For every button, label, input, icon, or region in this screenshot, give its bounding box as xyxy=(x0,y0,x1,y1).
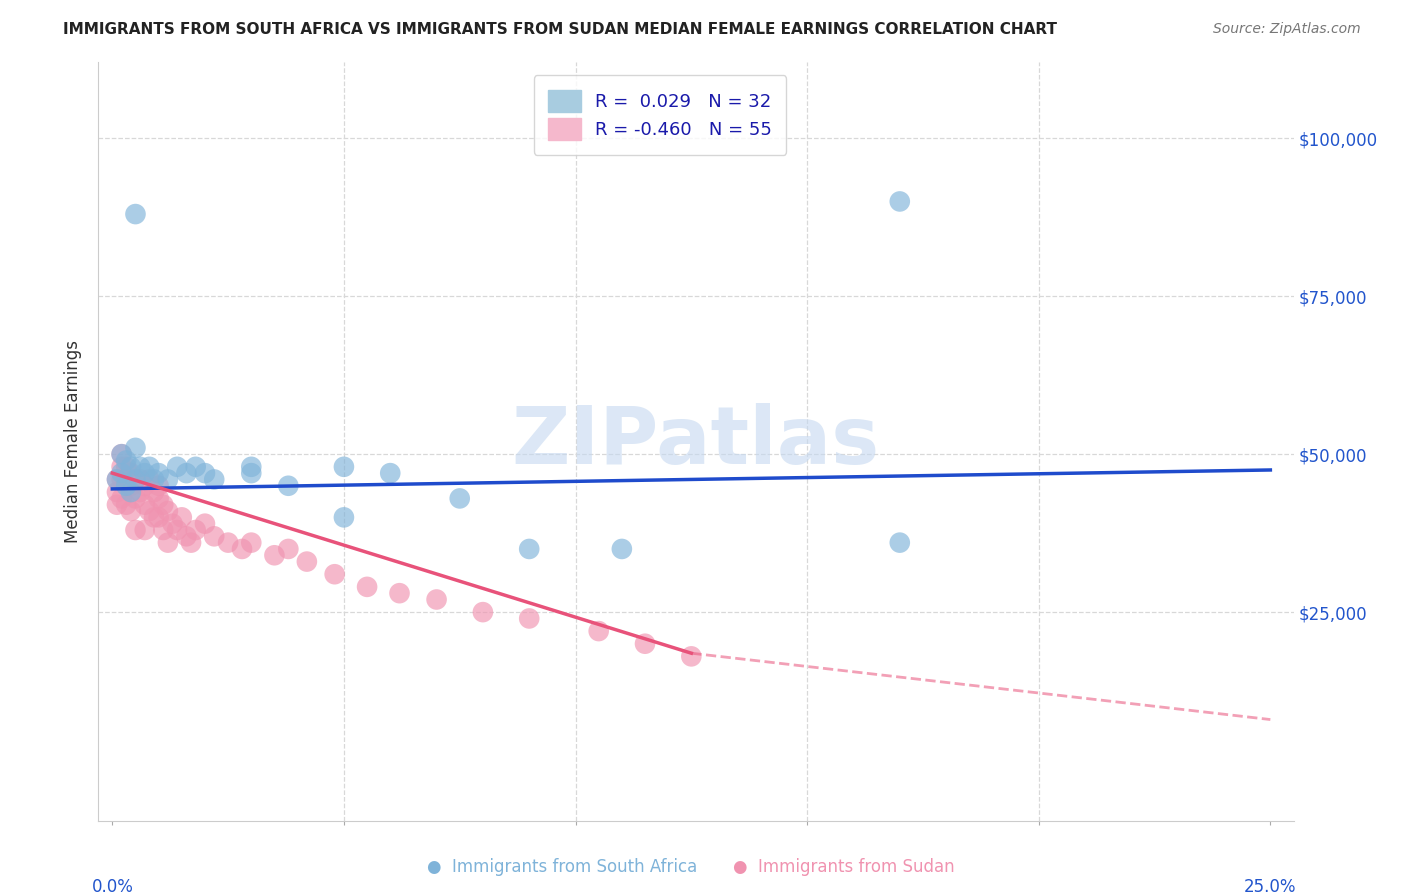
Point xyxy=(124,491,146,506)
Point xyxy=(105,498,128,512)
Point xyxy=(105,485,128,500)
Point xyxy=(449,491,471,506)
Point xyxy=(148,466,170,480)
Point xyxy=(138,504,160,518)
Point xyxy=(134,498,156,512)
Point xyxy=(180,535,202,549)
Point xyxy=(124,523,146,537)
Point xyxy=(124,473,146,487)
Text: ●  Immigrants from South Africa: ● Immigrants from South Africa xyxy=(427,858,697,876)
Point xyxy=(295,555,318,569)
Point xyxy=(156,504,179,518)
Point xyxy=(156,473,179,487)
Point xyxy=(148,491,170,506)
Point xyxy=(143,473,166,487)
Point xyxy=(517,611,540,625)
Point xyxy=(129,473,152,487)
Text: ZIPatlas: ZIPatlas xyxy=(512,402,880,481)
Point xyxy=(166,459,188,474)
Point xyxy=(115,453,138,467)
Point xyxy=(277,541,299,556)
Point xyxy=(681,649,703,664)
Point xyxy=(889,194,911,209)
Point xyxy=(889,535,911,549)
Point xyxy=(333,459,356,474)
Point xyxy=(129,485,152,500)
Point xyxy=(263,548,285,563)
Text: ●  Immigrants from Sudan: ● Immigrants from Sudan xyxy=(733,858,955,876)
Point xyxy=(105,473,128,487)
Point xyxy=(110,491,132,506)
Point xyxy=(124,473,146,487)
Point xyxy=(184,459,207,474)
Point xyxy=(184,523,207,537)
Point xyxy=(634,637,657,651)
Point xyxy=(217,535,239,549)
Point xyxy=(426,592,449,607)
Point xyxy=(110,447,132,461)
Point xyxy=(176,529,198,543)
Point xyxy=(115,473,138,487)
Point xyxy=(129,459,152,474)
Point xyxy=(152,498,174,512)
Point xyxy=(202,473,225,487)
Point xyxy=(143,485,166,500)
Point xyxy=(162,516,184,531)
Text: 0.0%: 0.0% xyxy=(91,878,134,892)
Point xyxy=(134,523,156,537)
Point xyxy=(323,567,346,582)
Point xyxy=(138,473,160,487)
Point xyxy=(231,541,253,556)
Point xyxy=(138,459,160,474)
Point xyxy=(166,523,188,537)
Point xyxy=(134,466,156,480)
Point xyxy=(471,605,494,619)
Point xyxy=(124,441,146,455)
Point xyxy=(170,510,193,524)
Point xyxy=(148,510,170,524)
Point xyxy=(194,516,217,531)
Point xyxy=(380,466,402,480)
Point xyxy=(120,479,142,493)
Point xyxy=(240,466,263,480)
Y-axis label: Median Female Earnings: Median Female Earnings xyxy=(65,340,83,543)
Point xyxy=(110,466,132,480)
Point xyxy=(120,459,142,474)
Point xyxy=(120,466,142,480)
Point xyxy=(202,529,225,543)
Point xyxy=(110,447,132,461)
Point xyxy=(115,498,138,512)
Point xyxy=(610,541,633,556)
Point xyxy=(333,510,356,524)
Point xyxy=(105,473,128,487)
Point xyxy=(115,459,138,474)
Point xyxy=(134,479,156,493)
Point xyxy=(176,466,198,480)
Point xyxy=(240,459,263,474)
Point xyxy=(115,479,138,493)
Point xyxy=(240,535,263,549)
Point xyxy=(120,485,142,500)
Point xyxy=(148,479,170,493)
Point xyxy=(124,207,146,221)
Point xyxy=(143,510,166,524)
Point xyxy=(110,473,132,487)
Text: 25.0%: 25.0% xyxy=(1244,878,1296,892)
Text: IMMIGRANTS FROM SOUTH AFRICA VS IMMIGRANTS FROM SUDAN MEDIAN FEMALE EARNINGS COR: IMMIGRANTS FROM SOUTH AFRICA VS IMMIGRAN… xyxy=(63,22,1057,37)
Point xyxy=(120,504,142,518)
Point xyxy=(356,580,378,594)
Point xyxy=(152,523,174,537)
Point xyxy=(110,459,132,474)
Point xyxy=(194,466,217,480)
Point xyxy=(517,541,540,556)
Point xyxy=(277,479,299,493)
Point xyxy=(388,586,411,600)
Point xyxy=(588,624,610,639)
Legend: R =  0.029   N = 32, R = -0.460   N = 55: R = 0.029 N = 32, R = -0.460 N = 55 xyxy=(534,75,786,154)
Point xyxy=(156,535,179,549)
Text: Source: ZipAtlas.com: Source: ZipAtlas.com xyxy=(1213,22,1361,37)
